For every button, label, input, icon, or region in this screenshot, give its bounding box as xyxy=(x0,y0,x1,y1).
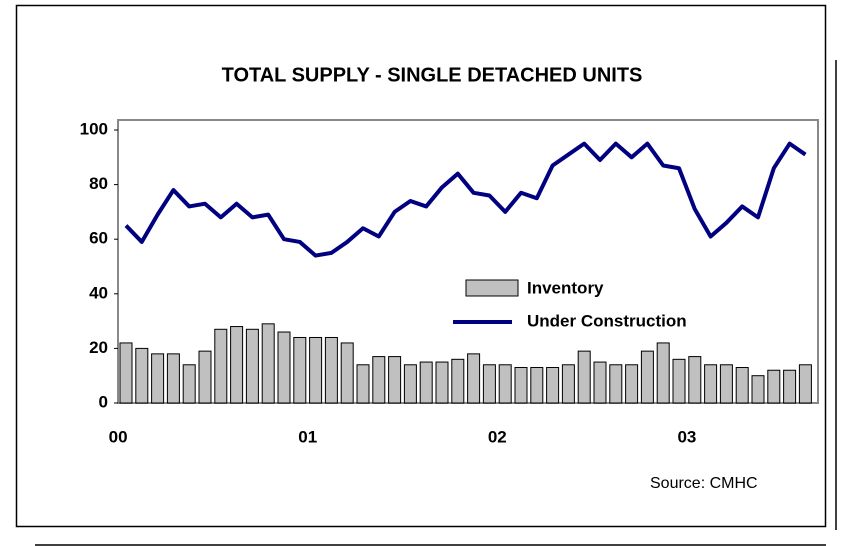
bar xyxy=(388,356,402,404)
y-tick-label: 40 xyxy=(89,283,108,302)
legend-label: Inventory xyxy=(527,278,604,297)
y-tick-label: 20 xyxy=(89,338,108,357)
y-tick-label: 60 xyxy=(89,229,108,248)
bar xyxy=(530,367,544,404)
bar xyxy=(166,353,180,404)
x-tick-label: 03 xyxy=(677,427,696,446)
bar xyxy=(277,331,291,404)
y-tick-label: 0 xyxy=(99,392,108,411)
bar xyxy=(546,367,560,404)
bar xyxy=(593,361,607,404)
bar xyxy=(467,353,481,404)
line xyxy=(124,141,807,258)
bar xyxy=(119,342,133,404)
bar xyxy=(372,356,386,404)
bar xyxy=(672,358,686,404)
bar xyxy=(798,364,812,404)
bar xyxy=(214,328,228,404)
bar xyxy=(435,361,449,404)
bar xyxy=(704,364,718,404)
bar xyxy=(656,342,670,404)
bar xyxy=(735,367,749,404)
bar xyxy=(451,358,465,404)
bar xyxy=(245,328,259,404)
legend-label: Under Construction xyxy=(527,311,687,330)
bar xyxy=(783,369,797,404)
bar xyxy=(482,364,496,404)
x-tick-label: 02 xyxy=(488,427,507,446)
bar xyxy=(151,353,165,404)
legend-swatch xyxy=(465,279,519,297)
bar xyxy=(609,364,623,404)
bar xyxy=(230,326,244,404)
bar xyxy=(403,364,417,404)
bar xyxy=(419,361,433,404)
y-tick-label: 80 xyxy=(89,174,108,193)
bar xyxy=(182,364,196,404)
y-tick-label: 100 xyxy=(80,119,108,138)
bar xyxy=(340,342,354,404)
bar xyxy=(293,336,307,404)
bar xyxy=(688,356,702,404)
chart-title: TOTAL SUPPLY - SINGLE DETACHED UNITS xyxy=(222,64,643,86)
source: Source: CMHC xyxy=(650,475,758,492)
bar xyxy=(514,367,528,404)
bar xyxy=(719,364,733,404)
bar xyxy=(198,350,212,404)
bar xyxy=(640,350,654,404)
bar xyxy=(356,364,370,404)
bar xyxy=(751,375,765,404)
x-tick-label: 01 xyxy=(298,427,317,446)
frame xyxy=(15,4,827,528)
bar xyxy=(309,336,323,404)
bar xyxy=(261,323,275,404)
bar xyxy=(498,364,512,404)
bar xyxy=(324,336,338,404)
x-tick-label: 00 xyxy=(109,427,128,446)
bar xyxy=(135,347,149,404)
bar xyxy=(625,364,639,404)
bar xyxy=(577,350,591,404)
bar xyxy=(561,364,575,404)
bar xyxy=(767,369,781,404)
